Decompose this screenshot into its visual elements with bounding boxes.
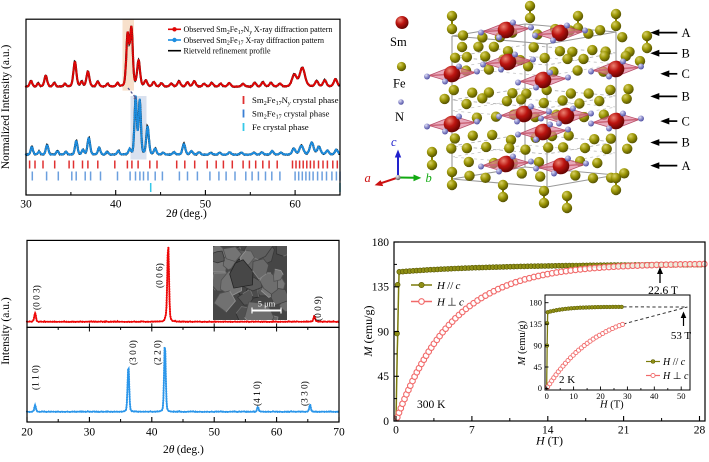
svg-text:H (T): H (T)	[535, 434, 563, 448]
svg-text:c: c	[391, 135, 397, 149]
svg-text:N: N	[395, 110, 404, 124]
svg-text:Fe crystal phase: Fe crystal phase	[252, 122, 309, 132]
svg-text:Normalized Intensity (a.u.): Normalized Intensity (a.u.)	[0, 45, 12, 170]
svg-text:(0 0 9): (0 0 9)	[313, 296, 324, 321]
svg-text:135: 135	[529, 319, 542, 329]
svg-text:5 μm: 5 μm	[258, 299, 276, 309]
svg-text:B: B	[682, 90, 690, 104]
svg-text:40: 40	[650, 391, 659, 401]
svg-text:Observed Sm2Fe17 X-ray diffrac: Observed Sm2Fe17 X-ray diffraction patte…	[184, 36, 325, 47]
svg-text:2θ (deg.): 2θ (deg.)	[166, 208, 207, 220]
svg-text:2 K: 2 K	[559, 374, 575, 386]
svg-text:22.6 T: 22.6 T	[648, 285, 678, 297]
svg-text:a: a	[365, 171, 371, 185]
svg-text:A: A	[682, 26, 691, 40]
svg-text:C: C	[682, 114, 690, 128]
svg-text:(4 1 0): (4 1 0)	[252, 381, 263, 406]
svg-text:2θ (deg.): 2θ (deg.)	[163, 444, 204, 456]
svg-text:0: 0	[545, 391, 549, 401]
svg-text:C: C	[682, 67, 690, 81]
svg-text:300 K: 300 K	[417, 399, 446, 411]
svg-text:60: 60	[289, 199, 301, 211]
svg-text:90: 90	[378, 326, 390, 338]
svg-text:0: 0	[538, 383, 542, 393]
svg-text:(1 1 0): (1 1 0)	[31, 365, 42, 390]
svg-text:40: 40	[110, 199, 122, 211]
svg-text:A: A	[682, 159, 691, 173]
svg-text:H (T): H (T)	[599, 400, 624, 411]
svg-text:135: 135	[372, 282, 390, 294]
svg-text:B: B	[682, 136, 690, 150]
svg-text:20: 20	[596, 391, 605, 401]
svg-text:0: 0	[393, 425, 399, 437]
svg-text:45: 45	[378, 371, 390, 383]
svg-text:Fe: Fe	[393, 77, 406, 91]
svg-text:B: B	[682, 46, 690, 60]
svg-text:40: 40	[146, 427, 158, 439]
svg-text:70: 70	[333, 427, 345, 439]
svg-text:H // c: H // c	[436, 280, 460, 292]
svg-text:(3 3 0): (3 3 0)	[300, 381, 311, 406]
svg-text:(2 2 0): (2 2 0)	[153, 340, 164, 365]
svg-text:20: 20	[21, 427, 33, 439]
svg-text:30: 30	[20, 199, 32, 211]
svg-text:Sm2Fe17Ny crystal phase: Sm2Fe17Ny crystal phase	[252, 95, 339, 107]
svg-text:28: 28	[694, 425, 706, 437]
svg-text:Observed Sm2Fe17Ny X-ray diffr: Observed Sm2Fe17Ny X-ray diffraction pat…	[184, 25, 333, 36]
svg-text:H ⊥ c: H ⊥ c	[436, 297, 464, 309]
svg-text:Sm: Sm	[390, 35, 407, 49]
svg-text:H ⊥ c: H ⊥ c	[662, 371, 689, 382]
svg-text:H // c: H // c	[662, 357, 686, 368]
svg-text:180: 180	[372, 237, 390, 249]
svg-text:10: 10	[569, 391, 578, 401]
svg-text:60: 60	[271, 427, 283, 439]
svg-text:14: 14	[542, 425, 554, 437]
svg-text:50: 50	[208, 427, 220, 439]
svg-text:b: b	[426, 171, 432, 185]
svg-text:180: 180	[529, 298, 542, 308]
svg-text:50: 50	[200, 199, 212, 211]
svg-text:Sm2Fe17 crystal phase: Sm2Fe17 crystal phase	[252, 109, 330, 121]
svg-text:45: 45	[534, 362, 543, 372]
svg-text:M (emu/g): M (emu/g)	[361, 306, 375, 358]
svg-text:53 T: 53 T	[671, 330, 692, 342]
svg-text:0: 0	[383, 416, 389, 428]
svg-text:Intensity (a.u.): Intensity (a.u.)	[0, 297, 12, 365]
svg-text:(0 0 6): (0 0 6)	[155, 263, 166, 288]
svg-text:30: 30	[623, 391, 632, 401]
svg-text:7: 7	[469, 425, 475, 437]
svg-text:(0 0 3): (0 0 3)	[32, 285, 43, 310]
svg-text:21: 21	[618, 425, 630, 437]
svg-text:50: 50	[677, 391, 686, 401]
svg-text:(3 0 0): (3 0 0)	[128, 340, 139, 365]
svg-text:Rietveld refinement profile: Rietveld refinement profile	[184, 47, 272, 56]
svg-text:M (emu/g): M (emu/g)	[517, 320, 528, 366]
svg-text:90: 90	[534, 340, 543, 350]
svg-text:30: 30	[84, 427, 96, 439]
